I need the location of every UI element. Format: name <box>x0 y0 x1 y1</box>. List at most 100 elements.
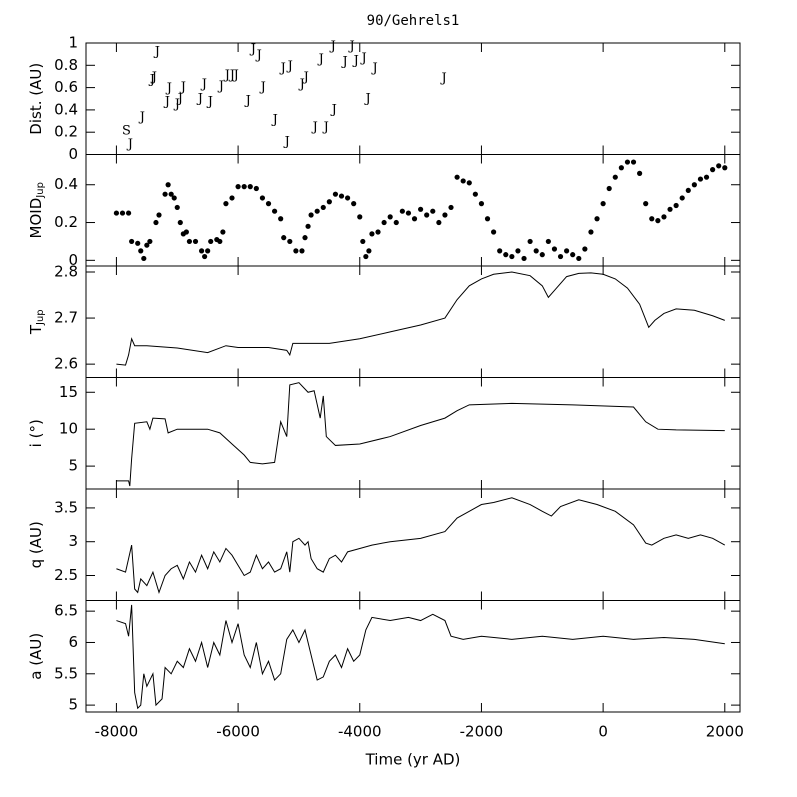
point <box>205 248 211 254</box>
encounter-marker: J <box>150 70 157 85</box>
panel-frame <box>85 600 741 713</box>
panel-frame <box>85 265 741 378</box>
point <box>366 248 372 254</box>
point <box>177 219 183 226</box>
encounter-marker: J <box>173 97 180 112</box>
y-axis-label-text: T <box>27 324 45 335</box>
encounter-marker: J <box>206 95 213 110</box>
encounter-marker: J <box>302 70 309 85</box>
point <box>198 248 205 254</box>
point <box>442 212 448 218</box>
y-tick-label: 6.5 <box>54 602 78 620</box>
y-axis-label: MOIDJup <box>27 182 47 238</box>
point <box>135 240 141 246</box>
y-axis-label-text: Dist. (AU) <box>27 63 45 135</box>
y-axis-label: i (°) <box>27 419 45 447</box>
point <box>174 204 180 211</box>
point <box>192 238 199 245</box>
y-axis-label-subscript: Jup <box>35 182 46 199</box>
y-tick-label: 2.6 <box>54 355 78 373</box>
point <box>153 219 159 226</box>
encounter-marker: J <box>138 110 145 125</box>
point <box>655 218 661 224</box>
y-axis-label-text: MOID <box>27 198 45 239</box>
encounter-marker: J <box>163 95 170 110</box>
panel-frame <box>85 488 741 601</box>
x-tick-label: -6000 <box>216 723 260 741</box>
point <box>509 253 515 260</box>
encounter-marker: J <box>364 91 371 106</box>
point <box>381 219 387 226</box>
y-tick-label: 10 <box>59 420 78 438</box>
point <box>399 208 405 214</box>
encounter-marker: J <box>348 39 355 54</box>
encounter-marker: J <box>360 51 367 66</box>
point <box>168 191 174 197</box>
point <box>129 238 135 245</box>
x-tick-label: 2000 <box>706 723 744 741</box>
x-tick-label: -2000 <box>460 723 504 741</box>
point <box>472 191 478 197</box>
point <box>202 253 208 260</box>
y-axis-label: q (AU) <box>27 521 45 568</box>
point <box>326 199 332 205</box>
point <box>430 208 436 214</box>
y-tick-label: 0.2 <box>54 123 78 141</box>
point <box>606 185 612 192</box>
encounter-marker: J <box>200 77 207 92</box>
point <box>594 216 600 222</box>
point <box>491 229 497 235</box>
point <box>308 212 314 218</box>
encounter-marker: J <box>371 61 378 76</box>
point <box>360 238 366 245</box>
y-tick-label: 6 <box>68 633 78 651</box>
point <box>241 184 247 190</box>
point <box>667 206 673 212</box>
point <box>673 202 679 209</box>
y-axis-label: TJup <box>27 309 47 335</box>
encounter-marker: J <box>196 91 203 106</box>
line <box>116 604 725 710</box>
point <box>564 248 570 254</box>
y-tick-label: 2.7 <box>54 309 78 327</box>
point <box>454 174 460 180</box>
y-tick-label: 5 <box>68 696 78 714</box>
point <box>722 165 728 171</box>
point <box>217 238 223 245</box>
point <box>460 178 466 184</box>
point <box>466 180 472 186</box>
y-tick-label: 0 <box>68 145 78 163</box>
x-tick-label: -4000 <box>338 723 382 741</box>
point <box>545 238 551 245</box>
point <box>411 216 418 222</box>
y-axis-label: Dist. (AU) <box>27 63 45 135</box>
point <box>125 210 132 216</box>
point <box>624 159 631 165</box>
y-axis-label-text: i (°) <box>27 419 45 447</box>
line <box>116 497 726 594</box>
point <box>281 235 287 241</box>
encounter-marker: J <box>165 81 172 96</box>
point <box>387 214 393 220</box>
encounter-marker: J <box>249 42 256 57</box>
x-tick-label: 0 <box>598 723 608 741</box>
point <box>716 163 722 169</box>
point <box>661 214 667 220</box>
point <box>113 210 120 216</box>
point <box>293 248 299 254</box>
encounter-marker: J <box>176 91 183 106</box>
encounter-marker: J <box>330 102 337 117</box>
point <box>119 210 126 216</box>
point <box>375 229 381 235</box>
encounter-marker: J <box>153 44 160 59</box>
point <box>229 195 235 201</box>
point <box>478 201 485 207</box>
point <box>314 208 320 214</box>
point <box>393 219 399 226</box>
point <box>271 208 278 214</box>
encounter-marker: J <box>322 120 329 135</box>
point <box>576 255 582 262</box>
point <box>363 253 369 260</box>
encounter-marker: J <box>279 61 286 76</box>
